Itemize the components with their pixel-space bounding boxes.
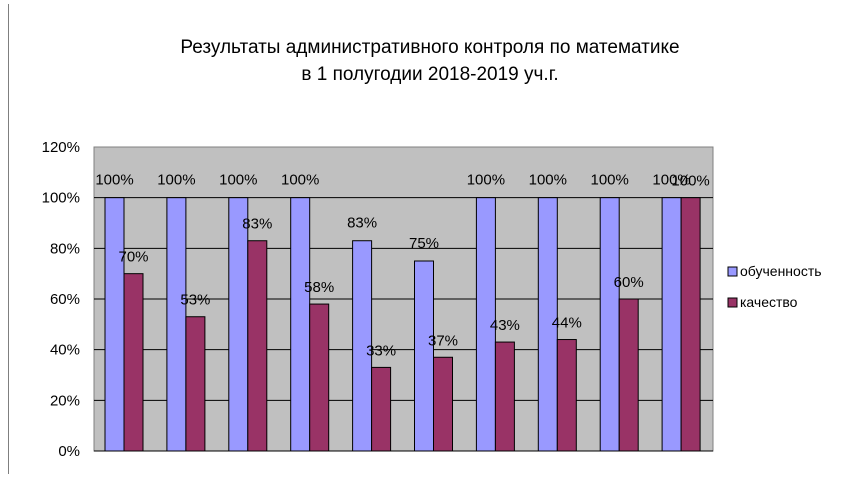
chart-title-line-2: в 1 полугодии 2018-2019 уч.г. [301, 64, 559, 85]
bar-kachestvo [309, 303, 330, 452]
bar-obuchennost [414, 260, 434, 452]
data-label: 100% [652, 172, 690, 189]
y-tick-label: 60% [50, 291, 80, 308]
y-tick-label: 80% [50, 240, 80, 257]
bar-obuchennost [166, 197, 187, 452]
data-label: 37% [428, 332, 458, 349]
bar-obuchennost [475, 197, 496, 452]
y-tick-label: 0% [58, 443, 80, 460]
y-tick-label: 40% [50, 342, 80, 359]
y-axis-ticks: 0% 20% 40% 60% 80% 100% 120% [42, 139, 80, 460]
data-labels: 100% 100% 100% 100%83%75%100% 100% 100% 100%70… [95, 172, 709, 360]
legend-swatch [727, 266, 738, 277]
bar-kachestvo [494, 341, 515, 452]
y-tick-label: 20% [50, 392, 80, 409]
data-label: 100% [467, 172, 505, 189]
bar-obuchennost [661, 197, 682, 452]
legend-entry: качество [740, 294, 798, 310]
legend-entry: обученность [740, 263, 822, 279]
data-label: 33% [366, 342, 396, 359]
bar-kachestvo [556, 339, 577, 452]
data-label: 43% [490, 317, 520, 334]
data-label: 75% [409, 235, 439, 252]
data-label: 100% [95, 172, 133, 189]
data-label: 100% [671, 173, 709, 190]
bars [104, 197, 701, 452]
bar-obuchennost [352, 240, 373, 452]
chart-title: Результаты административного контроля по… [0, 34, 860, 88]
data-label: 100% [157, 172, 195, 189]
data-label: 53% [180, 292, 210, 309]
bar-kachestvo [185, 316, 206, 452]
y-tick-label: 100% [42, 190, 80, 207]
data-label: 58% [304, 279, 334, 296]
bar-obuchennost [104, 197, 125, 452]
data-label: 100% [281, 172, 319, 189]
bar-kachestvo [433, 356, 453, 452]
bar-kachestvo [247, 240, 268, 452]
bar-kachestvo [618, 298, 639, 452]
data-label: 83% [347, 215, 377, 232]
data-label: 60% [614, 274, 644, 291]
legend: обученность качество [727, 263, 822, 310]
data-label: 44% [552, 315, 582, 332]
data-label: 100% [529, 172, 567, 189]
bar-kachestvo [371, 366, 392, 452]
bar-obuchennost [290, 197, 311, 452]
chart-frame [8, 4, 858, 474]
y-tick-label: 120% [42, 139, 80, 156]
data-label: 100% [219, 172, 257, 189]
bar-obuchennost [599, 197, 620, 452]
bar-obuchennost [228, 197, 249, 452]
bar-kachestvo [123, 273, 144, 452]
data-label: 100% [591, 172, 629, 189]
bar-kachestvo [680, 197, 701, 452]
data-label: 83% [242, 216, 272, 233]
legend-swatch [727, 297, 738, 308]
chart-title-line-1: Результаты административного контроля по… [180, 37, 680, 58]
bar-obuchennost [537, 197, 558, 452]
data-label: 70% [118, 249, 148, 266]
